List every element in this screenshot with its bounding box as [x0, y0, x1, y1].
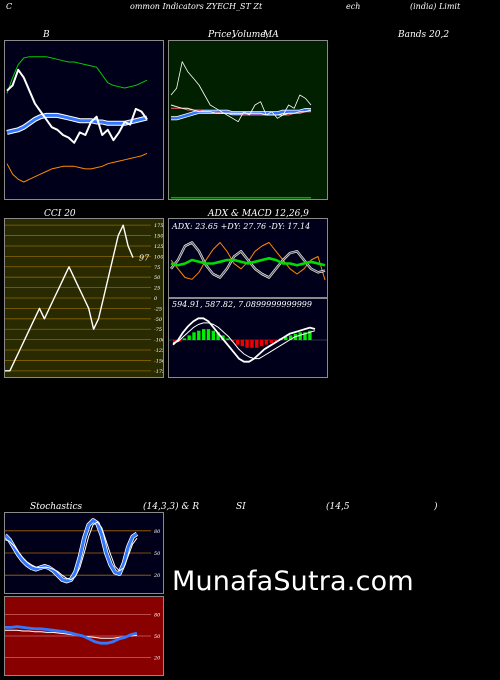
cci-tick-label: -50 [154, 317, 163, 323]
cci-tick-label: 75 [154, 265, 160, 271]
macd-histogram-bar [269, 340, 273, 344]
stochastics-panel: 80 50 20 [4, 512, 164, 594]
macd-histogram-bar [255, 340, 259, 348]
macd-line [172, 317, 316, 363]
macd-histogram-bar [284, 336, 288, 340]
macd-histogram-bar [245, 340, 249, 348]
macd-histogram-bar [235, 340, 240, 345]
macd-histogram-bar [250, 340, 254, 348]
cci-tick-label: 125 [154, 244, 163, 250]
cci-tick-label: -125 [154, 348, 163, 354]
cci-tick-label: 100 [154, 254, 163, 260]
macd-histogram-bar [173, 340, 177, 344]
bollinger-chart [5, 41, 163, 199]
macd-signal-line [172, 322, 316, 360]
header-title: ommon Indicators ZYECH_ST Zt [130, 2, 263, 11]
rsi-ma-line [5, 629, 138, 639]
adx-line [170, 256, 326, 267]
header-left: C [6, 2, 13, 11]
cci-tick-label: 25 [153, 286, 160, 292]
cci-title: CCI 20 [44, 209, 76, 219]
rsi-tick-label: 50 [154, 634, 161, 640]
cci-panel: 175 150 125 100 75 50 25 0 -25 -50 -75 -100 -125 -150… [4, 218, 164, 378]
cci-tick-label: -175 [154, 369, 163, 375]
macd-histogram-bar [274, 340, 278, 342]
bollinger-title: B [43, 30, 50, 40]
price-volume-title-c: MA [263, 30, 279, 40]
macd-histogram-bar [298, 332, 302, 341]
macd-histogram-bar [197, 330, 201, 340]
macd-histogram-bar [288, 335, 293, 340]
bollinger-panel [4, 40, 164, 200]
stochastics-title: Stochastics [30, 502, 83, 512]
adx-panel: ADX: 23.65 +DY: 27.76 -DY: 17.14 [168, 218, 328, 298]
panel-background [169, 219, 327, 297]
price-volume-title-b: Volume, [232, 30, 269, 40]
adx-macd-title: ADX & MACD 12,26,9 [208, 209, 309, 219]
price-line [6, 68, 148, 144]
rsi-close: ) [434, 502, 438, 512]
macd-histogram-bar [202, 329, 206, 340]
rsi-tick-label: 20 [153, 656, 161, 662]
rsi-line [5, 625, 138, 645]
volume-baseline [171, 197, 311, 199]
cci-tick-label: 150 [154, 234, 163, 240]
macd-histogram-bar [264, 340, 269, 345]
cci-chart: 175 150 125 100 75 50 25 0 -25 -50 -75 -100 -125 -150… [5, 219, 163, 377]
price-volume-title-a: Price, [208, 30, 235, 40]
header-mid: ech [346, 2, 361, 11]
macd-histogram-bar [226, 338, 230, 340]
stoch-tick-label: 20 [153, 573, 161, 579]
price-line [170, 61, 312, 123]
adx-chart [169, 219, 327, 297]
header-right: (india) Limit [410, 2, 461, 11]
macd-histogram-bar [240, 340, 244, 347]
cci-tick-label: -150 [154, 358, 163, 364]
rsi-params: (14,5 [326, 502, 350, 512]
stochastics-params: (14,3,3) & R [143, 502, 200, 512]
plus-dy-line [170, 241, 326, 279]
macd-histogram-bar [192, 332, 196, 341]
macd-histogram-bar [187, 335, 191, 340]
macd-histogram-bar [221, 335, 225, 340]
cci-tick-label: 175 [154, 223, 163, 229]
cci-tick-label: -75 [154, 327, 162, 333]
rsi-title: SI [236, 502, 246, 512]
adx-values: ADX: 23.65 +DY: 27.76 -DY: 17.14 [172, 222, 311, 231]
macd-chart [169, 299, 327, 377]
macd-panel: 594.91, 587.82, 7.0899999999999 [168, 298, 328, 378]
macd-histogram-bar [211, 330, 215, 340]
lower-band-line [6, 152, 148, 183]
cci-tick-label: 0 [154, 296, 158, 302]
watermark: MunafaSutra.com [172, 566, 414, 597]
cci-last-value-label: 97 [139, 254, 150, 263]
cci-line [5, 224, 134, 372]
rsi-tick-label: 80 [154, 612, 161, 618]
stoch-tick-label: 50 [154, 551, 161, 557]
macd-histogram-bar [303, 332, 307, 341]
rsi-chart: 80 50 20 [5, 597, 163, 675]
macd-values: 594.91, 587.82, 7.0899999999999 [172, 300, 312, 309]
bands-title: Bands 20,2 [398, 30, 450, 40]
rsi-panel: 80 50 20 [4, 596, 164, 676]
cci-tick-label: 50 [154, 275, 161, 281]
panel-background [169, 41, 327, 199]
cci-tick-label: -25 [154, 306, 162, 312]
cci-tick-label: -100 [154, 338, 163, 344]
macd-histogram-bar [206, 329, 211, 340]
macd-histogram-bar [182, 338, 187, 340]
stochastics-chart: 80 50 20 [5, 513, 163, 593]
macd-histogram-bar [216, 332, 220, 341]
price-volume-panel [168, 40, 328, 200]
macd-histogram-bar [308, 330, 312, 340]
macd-histogram-bar [259, 340, 264, 347]
price-volume-chart [169, 41, 327, 199]
upper-band-line [6, 56, 148, 94]
stoch-d-line [5, 521, 138, 581]
ma-white-line [170, 104, 312, 116]
stoch-tick-label: 80 [154, 529, 161, 535]
